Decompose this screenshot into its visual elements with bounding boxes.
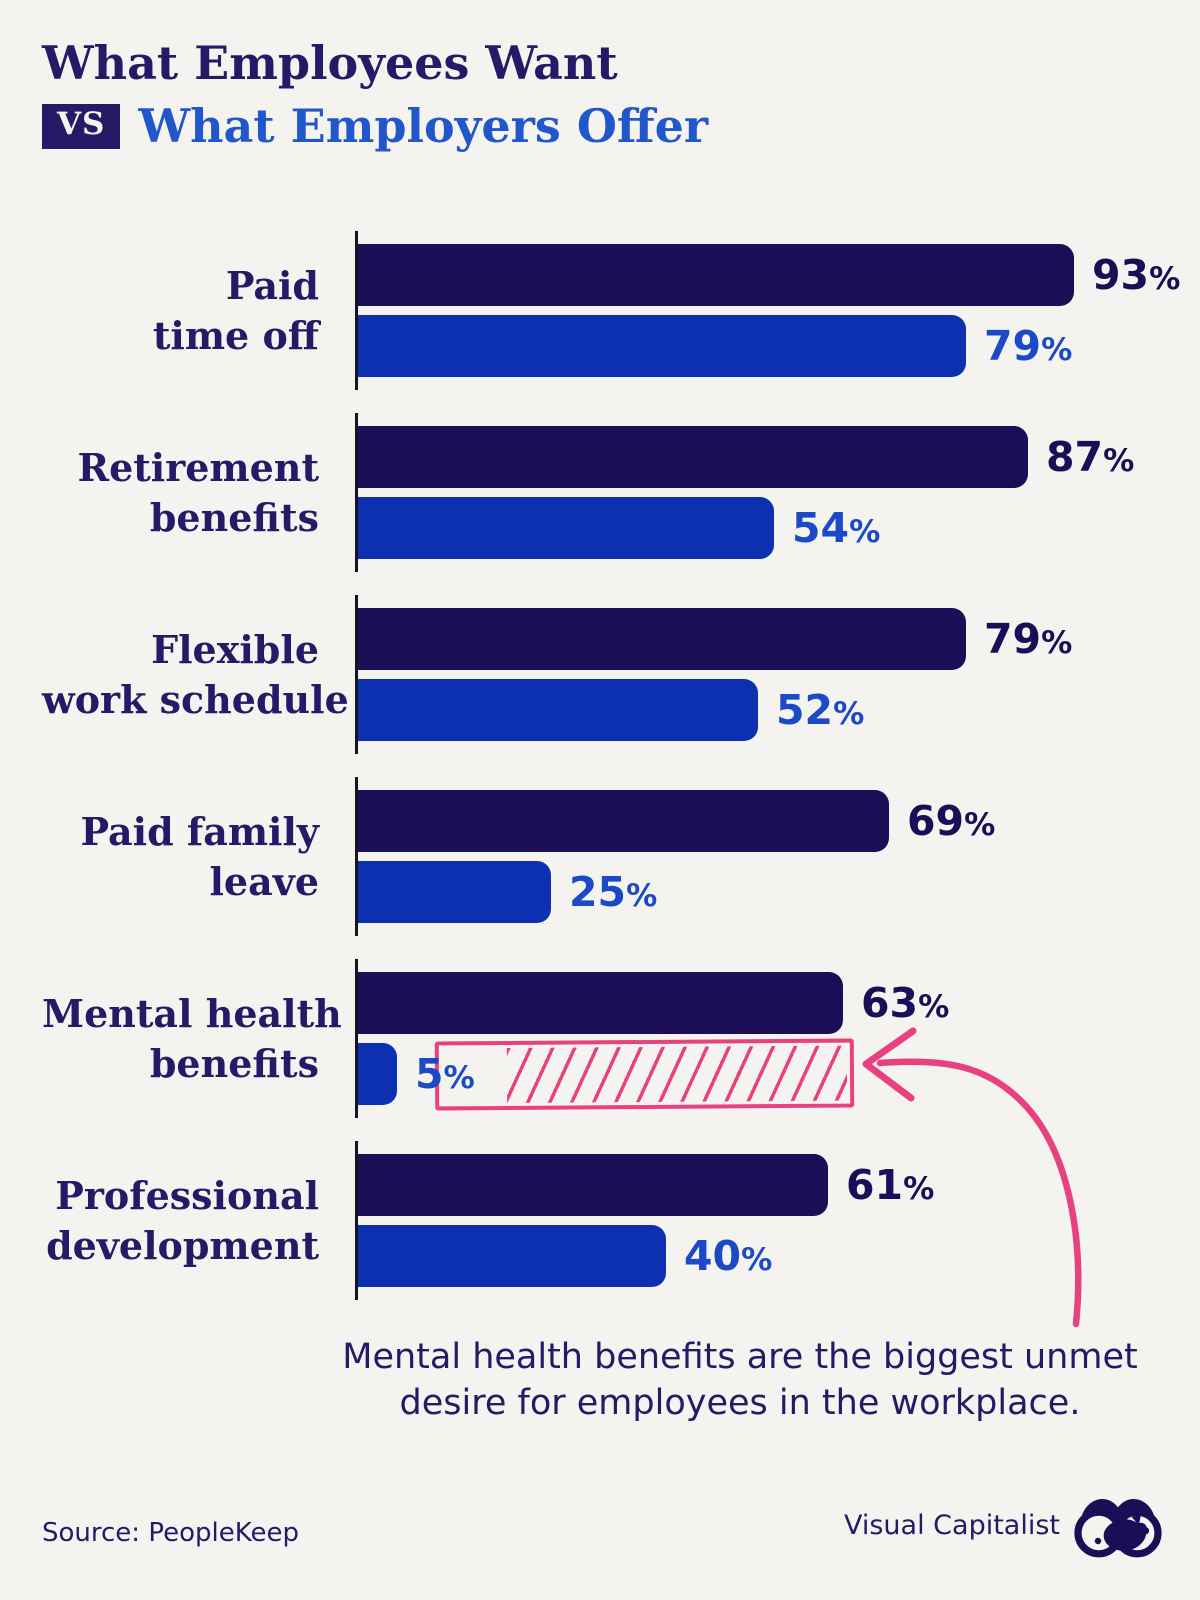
employers-offer-bar: [358, 315, 966, 377]
vs-badge: VS: [42, 103, 121, 149]
employees-want-bar: [358, 426, 1028, 488]
employers-offer-row: 25%: [358, 861, 1182, 923]
bar-group: 61% 40%: [355, 1141, 1182, 1300]
percent-sign: %: [626, 877, 658, 914]
annotation-line2: desire for employees in the workplace.: [399, 1383, 1081, 1424]
page-title-line1: What Employees Want: [42, 36, 618, 90]
employees-want-row: 87%: [358, 426, 1182, 488]
employees-want-row: 69%: [358, 790, 1182, 852]
bar-chart: Paid time off 93% 79% Retirement benefits …: [42, 231, 1182, 1323]
employers-offer-value: 52%: [776, 685, 865, 734]
employees-want-value: 79%: [984, 614, 1073, 663]
chart-row: Mental health benefits 63% 5%: [42, 959, 1182, 1118]
category-label: Retirement benefits: [77, 445, 319, 540]
employees-want-bar: [358, 790, 889, 852]
percent-sign: %: [443, 1059, 475, 1096]
employers-offer-value: 79%: [984, 321, 1073, 370]
category-label: Professional development: [46, 1173, 319, 1268]
percent-sign: %: [964, 806, 996, 843]
percent-sign: %: [1041, 331, 1073, 368]
percent-sign: %: [918, 988, 950, 1025]
bar-group: 63% 5%: [355, 959, 1182, 1118]
employers-offer-row: 40%: [358, 1225, 1182, 1287]
percent-sign: %: [1149, 260, 1181, 297]
employees-want-value: 63%: [861, 978, 950, 1027]
employees-want-value: 93%: [1092, 250, 1181, 299]
category-label: Flexible work schedule: [42, 627, 349, 722]
employers-offer-row: 79%: [358, 315, 1182, 377]
percent-sign: %: [833, 695, 865, 732]
percent-sign: %: [903, 1170, 935, 1207]
bar-group: 79% 52%: [355, 595, 1182, 754]
employees-want-bar: [358, 608, 966, 670]
employers-offer-bar: [358, 679, 758, 741]
category-label: Mental health benefits: [42, 991, 342, 1086]
employers-offer-value: 25%: [569, 867, 658, 916]
title-block: What Employees Want VS What Employers Of…: [42, 36, 708, 153]
bar-group: 87% 54%: [355, 413, 1182, 572]
visual-capitalist-logo: [1074, 1499, 1162, 1558]
employees-want-row: 79%: [358, 608, 1182, 670]
percent-sign: %: [849, 513, 881, 550]
brand-name: Visual Capitalist: [843, 1509, 1060, 1541]
employers-offer-bar: [358, 1043, 397, 1105]
employers-offer-row: 5%: [358, 1038, 1182, 1111]
chart-row: Paid family leave 69% 25%: [42, 777, 1182, 936]
chart-row: Retirement benefits 87% 54%: [42, 413, 1182, 572]
chart-row: Paid time off 93% 79%: [42, 231, 1182, 390]
percent-sign: %: [1103, 442, 1135, 479]
page-title-line2-text: What Employers Offer: [138, 99, 709, 154]
employers-offer-bar: [358, 497, 774, 559]
employees-want-value: 69%: [907, 796, 996, 845]
annotation-text: Mental health benefits are the biggest u…: [245, 1334, 1200, 1426]
brand-block: Visual Capitalist: [844, 1484, 1162, 1566]
employees-want-bar: [358, 972, 843, 1034]
unmet-gap-highlight: [434, 1038, 855, 1111]
bar-group: 93% 79%: [355, 231, 1182, 390]
employers-offer-bar: [358, 1225, 666, 1287]
page-title-line2: VS What Employers Offer: [42, 99, 708, 153]
category-label: Paid family leave: [80, 809, 319, 904]
employers-offer-row: 52%: [358, 679, 1182, 741]
percent-sign: %: [741, 1241, 773, 1278]
source-credit: Source: PeopleKeep: [42, 1518, 299, 1548]
category-label: Paid time off: [152, 263, 319, 358]
chart-row: Flexible work schedule 79% 52%: [42, 595, 1182, 754]
hatch-stripes: [506, 1045, 848, 1103]
employees-want-value: 87%: [1046, 432, 1135, 481]
employees-want-row: 93%: [358, 244, 1182, 306]
employees-want-row: 63%: [358, 972, 1182, 1034]
employees-want-bar: [358, 244, 1074, 306]
percent-sign: %: [1041, 624, 1073, 661]
bar-group: 69% 25%: [355, 777, 1182, 936]
employers-offer-row: 54%: [358, 497, 1182, 559]
annotation-line1: Mental health benefits are the biggest u…: [342, 1337, 1138, 1377]
employees-want-value: 61%: [846, 1160, 935, 1209]
employers-offer-bar: [358, 861, 551, 923]
employers-offer-value: 5%: [415, 1049, 475, 1098]
employers-offer-value: 40%: [684, 1231, 773, 1280]
employers-offer-value: 54%: [792, 503, 881, 552]
employees-want-bar: [358, 1154, 828, 1216]
chart-row: Professional development 61% 40%: [42, 1141, 1182, 1300]
employees-want-row: 61%: [358, 1154, 1182, 1216]
